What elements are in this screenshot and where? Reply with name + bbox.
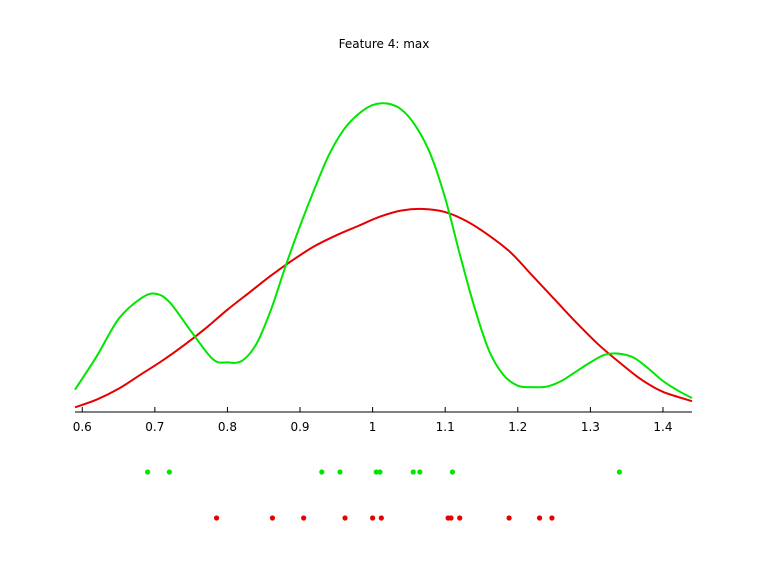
x-tick-label: 1.4 <box>653 420 672 434</box>
sample-point-red <box>269 515 276 521</box>
sample-point-red <box>549 515 555 521</box>
x-tick-label: 0.6 <box>73 420 92 434</box>
sample-point-green <box>616 469 623 475</box>
x-ticks: 0.6 0.7 0.8 0.9 1 1.1 1.2 1.3 1.4 <box>73 407 673 434</box>
sample-point-green <box>410 469 416 475</box>
sample-point-red <box>506 515 512 521</box>
x-tick-label: 1.2 <box>508 420 527 434</box>
sample-point-green <box>417 469 423 475</box>
density-line-green <box>74 102 693 399</box>
density-curves <box>74 102 693 409</box>
sample-point-green <box>144 469 151 475</box>
x-tick-label: 0.7 <box>145 420 164 434</box>
x-tick-label: 0.8 <box>218 420 237 434</box>
sample-point-green <box>377 469 383 475</box>
sample-point-red <box>370 515 376 521</box>
density-line-red <box>74 207 693 409</box>
sample-point-red <box>536 515 543 521</box>
sample-point-green <box>373 469 379 475</box>
sample-points <box>144 469 623 521</box>
sample-point-red <box>213 515 220 521</box>
sample-point-red <box>378 515 384 521</box>
sample-point-green <box>166 469 172 475</box>
sample-point-green <box>337 469 343 475</box>
sample-point-red <box>342 515 348 521</box>
x-tick-label: 1.1 <box>436 420 455 434</box>
sample-point-red <box>301 515 307 521</box>
sample-point-red <box>448 515 454 521</box>
x-tick-label: 0.9 <box>290 420 309 434</box>
x-tick-label: 1.3 <box>581 420 600 434</box>
sample-point-red <box>457 515 463 521</box>
chart-title: Feature 4: max <box>339 37 430 51</box>
sample-point-green <box>319 469 325 475</box>
x-tick-label: 1 <box>369 420 377 434</box>
sample-point-green <box>449 469 456 475</box>
